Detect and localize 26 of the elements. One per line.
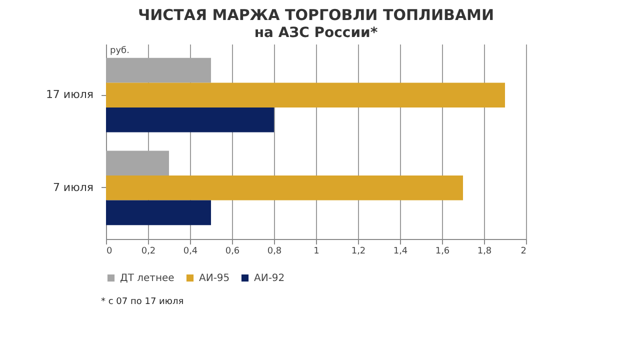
legend-label: ДТ летнее [120, 273, 174, 284]
x-tick-label: 1,8 [477, 246, 492, 256]
legend-label: АИ-92 [254, 273, 285, 284]
x-tick-label: 0,2 [141, 246, 156, 256]
x-tick-label: 2 [520, 246, 526, 256]
chart-subtitle: на АЗС России* [254, 25, 378, 41]
bar [106, 82, 505, 108]
x-tick-label: 1,2 [351, 246, 366, 256]
x-tick-label: 1,4 [393, 246, 408, 256]
x-tick-label: 1,6 [435, 246, 450, 256]
x-tick-label: 1 [314, 246, 320, 256]
x-tick-label: 0,4 [183, 246, 198, 256]
chart-title: ЧИСТАЯ МАРЖА ТОРГОВЛИ ТОПЛИВАМИ [138, 6, 494, 24]
y-tick-label: 7 июля [52, 180, 94, 194]
x-tick-label: 0,6 [225, 246, 240, 256]
text: * с 07 по 17 июля [101, 297, 184, 307]
x-tick-label: 0 [106, 246, 112, 256]
x-tick-label: 0,8 [267, 246, 282, 256]
bar [106, 176, 463, 200]
bar [106, 58, 211, 83]
bar [106, 107, 274, 132]
bar [106, 200, 211, 226]
legend-label: АИ-95 [199, 273, 230, 284]
x-axis-title: руб. [110, 46, 130, 56]
y-tick-label: 17 июля [46, 88, 94, 102]
bar [106, 150, 169, 176]
